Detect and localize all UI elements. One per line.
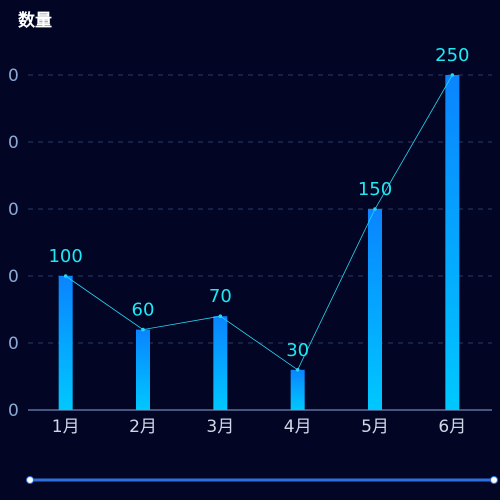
bar-1	[58, 276, 73, 410]
trend-point-1	[63, 274, 68, 278]
data-label-1: 100	[48, 246, 82, 267]
bar-6	[445, 75, 460, 410]
grid-lines	[28, 74, 492, 411]
y-tick-label-5: 0	[8, 66, 19, 86]
y-tick-label-3: 0	[8, 200, 19, 220]
y-tick-label-1: 0	[8, 334, 19, 354]
y-axis-title: 数量	[18, 11, 52, 31]
x-tick-label-4: 4月	[284, 417, 312, 437]
x-tick-label-2: 2月	[129, 417, 157, 437]
bar-2	[136, 329, 150, 410]
trend-point-5	[373, 207, 377, 211]
data-label-2: 60	[132, 300, 155, 321]
y-tick-label-4: 0	[8, 133, 19, 153]
bars	[58, 75, 460, 410]
data-labels: 100 60 70 30 150 250	[48, 45, 469, 361]
y-axis-ticks: 0 0 0 0 0 0	[8, 66, 19, 421]
data-label-3: 70	[209, 286, 232, 307]
data-label-6: 250	[435, 45, 469, 66]
trend-point-6	[450, 73, 455, 77]
trend-point-2	[141, 327, 145, 332]
x-tick-label-3: 3月	[206, 417, 234, 437]
x-tick-label-6: 6月	[438, 417, 466, 437]
x-tick-label-1: 1月	[52, 417, 80, 437]
y-tick-label-0: 0	[8, 401, 19, 421]
trend-line	[63, 73, 455, 372]
trend-polyline	[65, 74, 453, 371]
y-tick-label-2: 0	[8, 267, 19, 287]
trend-point-3	[218, 314, 223, 319]
zoom-slider-handle-start[interactable]	[26, 476, 34, 484]
trend-point-4	[295, 368, 300, 372]
bar-4	[290, 369, 305, 410]
data-label-5: 150	[358, 179, 392, 200]
zoom-slider-handle-end[interactable]	[490, 476, 498, 484]
zoom-slider[interactable]	[26, 476, 498, 484]
bar-3	[213, 316, 228, 410]
x-axis-ticks: 1月 2月 3月 4月 5月 6月	[52, 417, 466, 437]
x-tick-label-5: 5月	[361, 417, 389, 437]
data-label-4: 30	[286, 340, 309, 361]
bar-5	[368, 209, 382, 410]
